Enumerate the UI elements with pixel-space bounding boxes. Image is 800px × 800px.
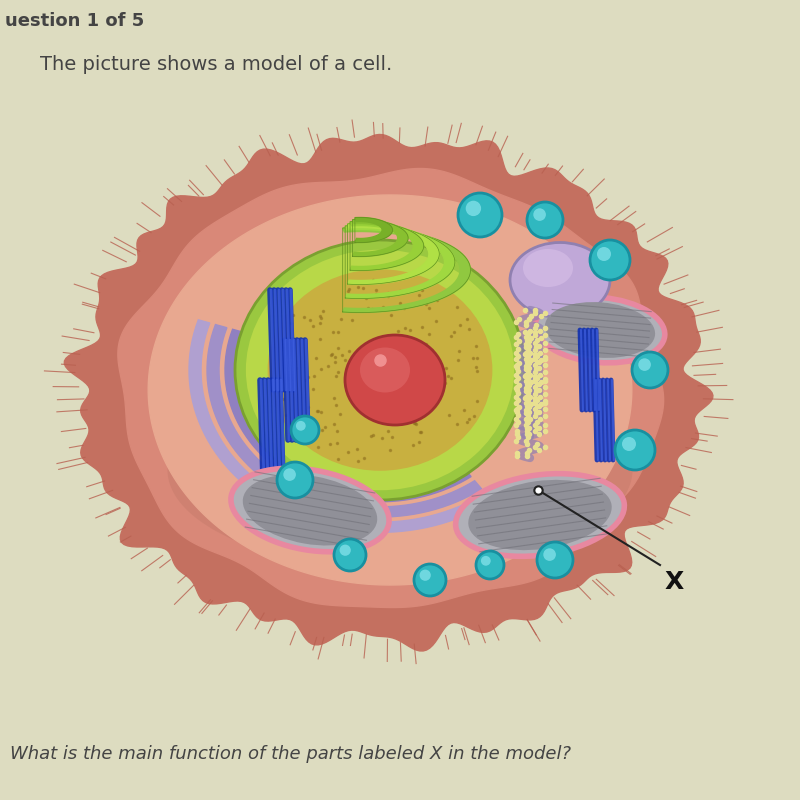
Ellipse shape — [242, 474, 378, 546]
Circle shape — [476, 551, 504, 579]
Ellipse shape — [246, 250, 514, 490]
Ellipse shape — [510, 242, 610, 318]
Circle shape — [615, 430, 655, 470]
Circle shape — [334, 539, 366, 571]
Ellipse shape — [456, 474, 624, 556]
Polygon shape — [189, 320, 492, 532]
Circle shape — [590, 240, 630, 280]
Polygon shape — [347, 223, 439, 285]
Circle shape — [543, 548, 556, 561]
Circle shape — [537, 542, 573, 578]
Ellipse shape — [268, 270, 492, 470]
Circle shape — [414, 564, 446, 596]
Circle shape — [296, 421, 306, 430]
Circle shape — [283, 468, 296, 481]
Polygon shape — [207, 325, 482, 517]
Ellipse shape — [231, 468, 389, 552]
Ellipse shape — [235, 240, 525, 500]
Polygon shape — [118, 169, 664, 607]
Polygon shape — [345, 226, 455, 298]
Text: The picture shows a model of a cell.: The picture shows a model of a cell. — [40, 55, 392, 74]
Circle shape — [632, 352, 668, 388]
Circle shape — [534, 208, 546, 221]
Ellipse shape — [167, 370, 633, 570]
Polygon shape — [148, 195, 632, 585]
Circle shape — [419, 570, 430, 581]
Circle shape — [458, 193, 502, 237]
Ellipse shape — [535, 297, 665, 363]
Circle shape — [622, 437, 636, 451]
Polygon shape — [225, 330, 471, 502]
Circle shape — [527, 202, 563, 238]
Ellipse shape — [345, 335, 445, 425]
Polygon shape — [342, 227, 470, 313]
Circle shape — [277, 462, 313, 498]
Polygon shape — [353, 219, 408, 257]
Circle shape — [597, 247, 611, 261]
Text: uestion 1 of 5: uestion 1 of 5 — [5, 12, 144, 30]
Circle shape — [481, 556, 490, 566]
Polygon shape — [355, 218, 393, 242]
Ellipse shape — [468, 480, 612, 550]
Circle shape — [291, 416, 319, 444]
Circle shape — [638, 358, 651, 371]
Polygon shape — [350, 222, 424, 270]
Text: What is the main function of the parts labeled X in the model?: What is the main function of the parts l… — [10, 745, 571, 763]
Ellipse shape — [545, 302, 655, 358]
Ellipse shape — [360, 347, 410, 393]
Ellipse shape — [523, 249, 573, 287]
Text: X: X — [665, 570, 684, 594]
Circle shape — [466, 201, 481, 216]
Circle shape — [339, 545, 350, 556]
Polygon shape — [64, 134, 713, 651]
